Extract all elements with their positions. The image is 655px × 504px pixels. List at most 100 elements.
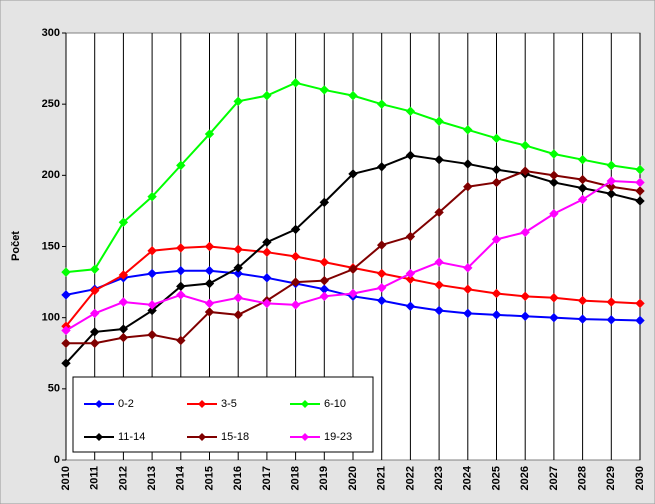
legend-marker [95, 400, 103, 408]
data-point [176, 290, 186, 300]
data-point [405, 106, 416, 116]
data-point [89, 264, 100, 274]
data-point [549, 209, 559, 219]
data-point [319, 291, 330, 302]
data-point [176, 243, 186, 253]
x-tick-label: 2023 [433, 466, 445, 490]
x-tick-label: 2017 [261, 466, 273, 490]
data-point [635, 186, 645, 196]
data-point [290, 251, 301, 262]
data-point [176, 335, 186, 346]
data-point [491, 177, 502, 188]
data-point [376, 162, 387, 172]
data-point [549, 312, 559, 323]
data-point [491, 133, 502, 144]
y-tick-label: 250 [42, 98, 60, 110]
data-point [89, 327, 100, 337]
data-point [233, 268, 243, 279]
legend-label: 3-5 [221, 398, 237, 410]
data-point [606, 176, 617, 186]
data-point [204, 241, 215, 252]
data-point [89, 285, 100, 296]
data-point [577, 314, 588, 324]
y-tick-label: 100 [42, 312, 60, 324]
data-point [147, 191, 157, 202]
data-point [635, 177, 645, 188]
data-point [520, 140, 530, 151]
data-point [262, 273, 272, 283]
data-point [61, 338, 71, 348]
data-point [520, 291, 530, 302]
data-point [549, 170, 559, 181]
x-tick-label: 2015 [203, 466, 215, 490]
x-tick-label: 2030 [634, 466, 646, 490]
data-point [376, 268, 387, 279]
data-point [606, 189, 617, 199]
data-point [233, 244, 243, 255]
data-point [233, 310, 243, 320]
data-point [262, 90, 272, 101]
y-tick-label: 50 [48, 383, 60, 395]
y-tick-label: 150 [42, 240, 60, 252]
data-point [577, 194, 588, 205]
data-point [262, 298, 272, 309]
data-point [376, 283, 387, 293]
data-point [405, 301, 416, 311]
x-tick-label: 2029 [605, 466, 617, 490]
data-point [520, 227, 530, 237]
data-point [606, 182, 617, 192]
data-point [290, 224, 301, 235]
x-tick-label: 2020 [347, 466, 359, 490]
data-point [147, 300, 157, 310]
data-point [147, 330, 157, 340]
x-tick-label: 2026 [519, 466, 531, 490]
data-point [319, 197, 330, 208]
data-point [262, 237, 272, 247]
legend-label: 19-23 [324, 431, 352, 443]
data-point [319, 257, 330, 267]
data-point [348, 169, 358, 179]
data-point [635, 164, 645, 175]
data-point [463, 125, 473, 135]
data-point [348, 90, 358, 101]
data-point [290, 78, 301, 88]
data-point [577, 183, 588, 193]
data-point [434, 257, 444, 267]
data-point [491, 234, 502, 245]
data-point [549, 293, 559, 303]
data-point [176, 265, 186, 276]
data-point [204, 298, 215, 309]
data-point [405, 268, 416, 279]
data-point [61, 325, 71, 336]
x-tick-label: 2013 [146, 466, 158, 490]
data-point [577, 174, 588, 185]
data-point [61, 290, 71, 300]
data-point [491, 164, 502, 175]
data-point [463, 308, 473, 319]
data-point [606, 160, 617, 171]
data-point [89, 338, 100, 348]
data-point [147, 268, 157, 279]
data-point [549, 149, 559, 159]
x-tick-label: 2027 [548, 466, 560, 490]
legend-label: 15-18 [221, 431, 249, 443]
data-point [204, 265, 215, 276]
data-point [635, 196, 645, 206]
data-point [463, 284, 473, 294]
data-point [635, 315, 645, 326]
data-point [348, 288, 358, 299]
data-point [118, 332, 129, 343]
y-tick-label: 200 [42, 169, 60, 181]
data-point [61, 267, 71, 277]
data-point [434, 207, 444, 218]
legend-marker [95, 433, 103, 441]
data-point [577, 295, 588, 306]
data-point [463, 182, 473, 192]
data-point [405, 150, 416, 161]
legend-marker [198, 400, 206, 408]
x-tick-label: 2018 [290, 466, 302, 490]
data-point [61, 358, 71, 368]
data-point [549, 177, 559, 188]
data-point [319, 275, 330, 286]
